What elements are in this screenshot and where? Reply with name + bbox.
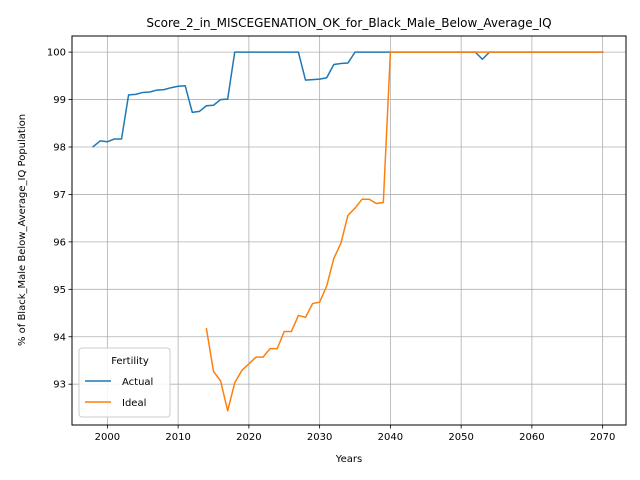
y-axis-ticks: 93 94 95 96 97 98 99 100 [47,48,72,391]
x-tick-label: 2000 [95,432,120,443]
y-tick-label: 96 [53,237,66,248]
y-tick-label: 97 [53,190,66,201]
legend-box [78,347,171,418]
x-axis-ticks: 2000 2010 2020 2030 2040 2050 2060 2070 [95,425,615,443]
chart-title: Score_2_in_MISCEGENATION_OK_for_Black_Ma… [146,16,551,30]
series-lines [92,51,604,412]
x-tick-label: 2040 [378,432,403,443]
legend-label-ideal: Ideal [122,398,146,409]
x-tick-label: 2060 [519,432,544,443]
x-tick-label: 2020 [236,432,261,443]
y-tick-label: 93 [53,380,66,391]
series-line-ideal [205,51,604,412]
legend: Fertility Actual Ideal [78,347,171,418]
y-tick-label: 100 [47,48,66,59]
plot-frame [71,35,627,426]
y-tick-label: 99 [53,95,66,106]
x-axis-label: Years [335,454,362,465]
y-tick-label: 95 [53,285,66,296]
x-tick-label: 2030 [307,432,332,443]
x-tick-label: 2010 [165,432,190,443]
y-axis-label: % of Black_Male Below_Average_IQ Populat… [17,114,28,346]
legend-title: Fertility [111,356,149,367]
y-tick-label: 94 [53,332,66,343]
legend-label-actual: Actual [122,377,153,388]
y-tick-label: 98 [53,143,66,154]
x-tick-label: 2050 [448,432,473,443]
x-tick-label: 2070 [590,432,615,443]
